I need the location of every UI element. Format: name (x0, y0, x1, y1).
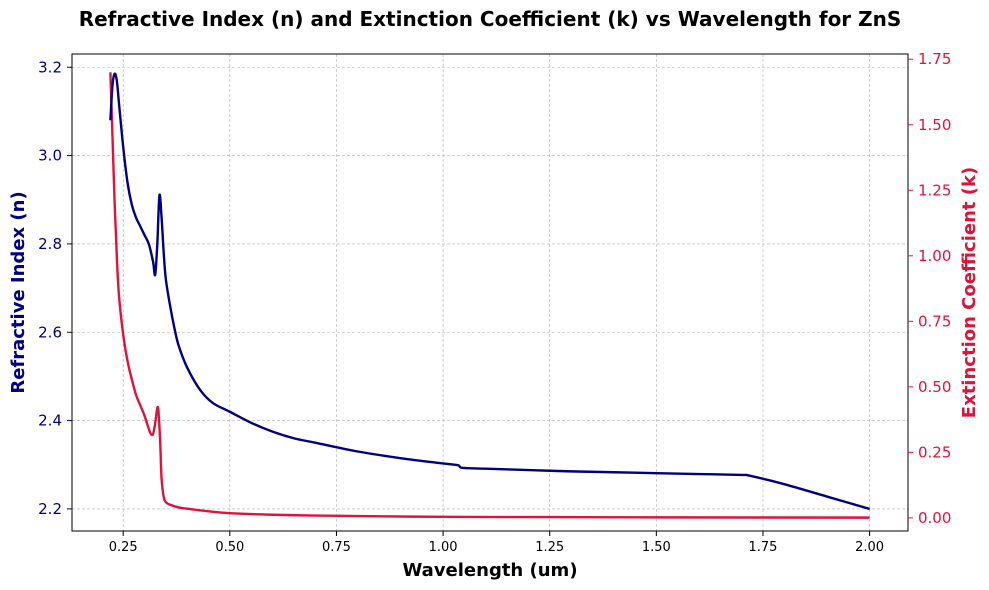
x-tick-label: 1.75 (749, 540, 778, 555)
y-axis-right-label: Extinction Coefficient (k) (959, 167, 980, 418)
grid-lines (72, 54, 908, 531)
y-right-tick-label: 0.75 (918, 312, 951, 330)
x-tick-label: 0.75 (322, 540, 351, 555)
x-axis: 0.25 0.50 0.75 1.00 1.25 1.50 1.75 2.00 (109, 531, 884, 555)
x-tick-label: 1.50 (642, 540, 671, 555)
y-right-tick-label: 0.50 (918, 378, 951, 396)
series-k-line (109, 72, 870, 519)
y-left-tick-label: 3.2 (38, 58, 62, 76)
y-right-tick-label: 0.00 (918, 509, 951, 527)
x-tick-label: 0.25 (109, 540, 138, 555)
chart-title: Refractive Index (n) and Extinction Coef… (79, 7, 902, 31)
y-left-tick-label: 2.2 (38, 500, 62, 518)
y-axis-left-label: Refractive Index (n) (8, 191, 29, 393)
y-right-tick-label: 0.25 (918, 443, 951, 461)
x-tick-label: 0.50 (215, 540, 244, 555)
x-tick-label: 1.00 (429, 540, 458, 555)
x-tick-label: 2.00 (855, 540, 884, 555)
y-right-tick-label: 1.50 (918, 116, 951, 134)
series-n-line (109, 72, 870, 511)
x-tick-label: 1.25 (535, 540, 564, 555)
y-left-tick-label: 2.4 (38, 412, 62, 430)
y-right-tick-label: 1.75 (918, 50, 951, 68)
y-axis-right: 0.00 0.25 0.50 0.75 1.00 1.25 1.50 1.75 (908, 50, 951, 527)
y-left-tick-label: 2.6 (38, 323, 62, 341)
y-axis-left: 2.2 2.4 2.6 2.8 3.0 3.2 (38, 58, 72, 518)
plot-frame (71, 53, 909, 532)
y-left-tick-label: 2.8 (38, 235, 62, 253)
y-right-tick-label: 1.25 (918, 181, 951, 199)
x-axis-label: Wavelength (um) (402, 560, 577, 581)
y-left-tick-label: 3.0 (38, 147, 62, 165)
y-right-tick-label: 1.00 (918, 247, 951, 265)
plot-area (109, 72, 870, 519)
